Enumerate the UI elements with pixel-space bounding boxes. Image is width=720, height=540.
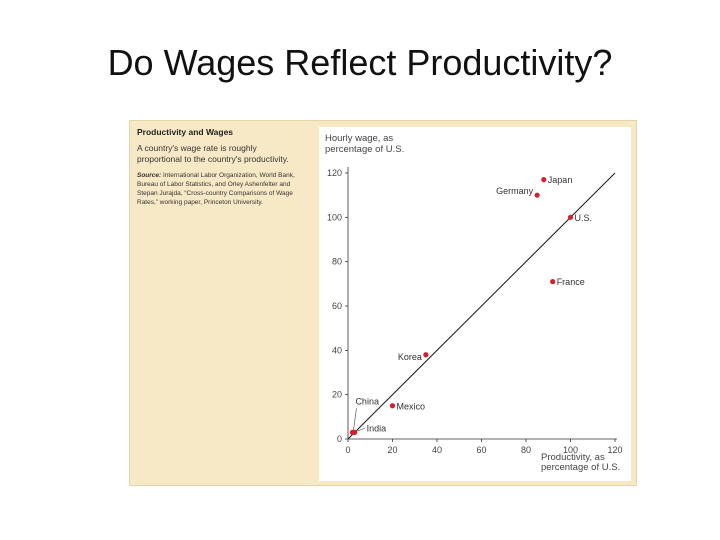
y-tick-label: 40 <box>332 345 342 355</box>
x-tick-label: 120 <box>607 445 622 455</box>
x-axis-label: Productivity, as <box>541 452 605 463</box>
data-point-mexico <box>389 403 396 409</box>
leader-line <box>357 428 365 432</box>
point-label-france: France <box>557 277 585 287</box>
data-point-india <box>352 429 358 435</box>
y-tick-label: 20 <box>332 390 342 400</box>
point-label-germany: Germany <box>496 186 534 196</box>
data-point-korea <box>423 352 429 358</box>
caption-heading: Productivity and Wages <box>137 127 234 137</box>
scatter-chart: 0 20 40 60 80 100 120 0 20 40 60 80 100 120 Hourly wag… <box>325 133 623 473</box>
x-tick-label: 20 <box>387 445 397 455</box>
y-tick-label: 0 <box>337 434 342 444</box>
leader-line <box>353 408 357 431</box>
y-axis-label: percentage of U.S. <box>325 144 404 155</box>
x-tick-label: 60 <box>476 445 486 455</box>
data-point-france <box>550 279 556 285</box>
point-label-mexico: Mexico <box>397 401 426 411</box>
point-label-u-s: U.S. <box>575 213 593 223</box>
x-tick-label: 40 <box>432 445 442 455</box>
point-label-japan: Japan <box>548 175 573 185</box>
x-tick-label: 100 <box>563 445 578 455</box>
figure-caption: Productivity and Wages A country's wage … <box>137 127 302 207</box>
point-label-korea: Korea <box>398 352 422 362</box>
x-tick-label: 0 <box>345 445 350 455</box>
slide-title: Do Wages Reflect Productivity? <box>107 42 613 83</box>
y-tick-label: 120 <box>327 168 342 178</box>
data-point-germany <box>534 192 540 198</box>
caption-source-text: International Labor Organization, World … <box>137 172 295 206</box>
caption-body: A country's wage rate is roughly proport… <box>137 143 289 164</box>
plot-panel: 0 20 40 60 80 100 120 0 20 40 60 80 100 120 Hourly wag… <box>319 127 631 481</box>
data-point-japan <box>541 177 547 183</box>
point-label-china: China <box>355 396 379 406</box>
point-label-india: India <box>367 423 387 433</box>
x-axis-label: percentage of U.S. <box>541 462 620 473</box>
x-tick-label: 80 <box>521 445 531 455</box>
caption-source-label: Source: <box>137 172 162 179</box>
data-point-u-s <box>567 214 574 220</box>
figure-panel: Productivity and Wages A country's wage … <box>129 120 637 486</box>
y-tick-label: 60 <box>332 301 342 311</box>
y-tick-label: 80 <box>332 257 342 267</box>
y-axis-label: Hourly wage, as <box>325 133 393 144</box>
y-tick-label: 100 <box>327 212 342 222</box>
caption-source: Source: International Labor Organization… <box>137 171 302 207</box>
